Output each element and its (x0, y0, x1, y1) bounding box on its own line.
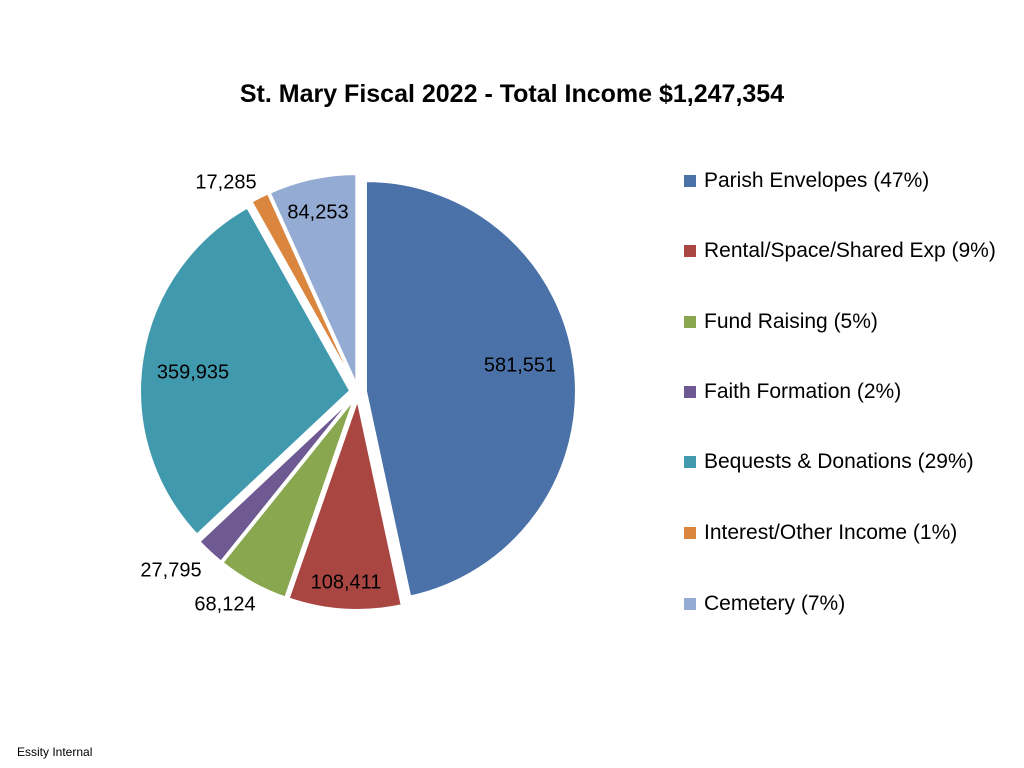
legend-label: Fund Raising (5%) (704, 310, 878, 333)
data-label-rental: 108,411 (311, 571, 382, 593)
legend-swatch (684, 316, 696, 328)
legend: Parish Envelopes (47%) Rental/Space/Shar… (684, 0, 1004, 768)
legend-swatch (684, 386, 696, 398)
legend-label: Interest/Other Income (1%) (704, 521, 958, 544)
pie-slice-parish-envelopes (364, 180, 577, 598)
data-label-interest: 17,285 (195, 171, 256, 193)
legend-label: Parish Envelopes (47%) (704, 169, 930, 192)
chart-title: St. Mary Fiscal 2022 - Total Income $1,2… (239, 80, 785, 108)
data-label-faith-formation: 27,795 (140, 559, 201, 581)
data-label-cemetery: 84,253 (287, 201, 348, 223)
legend-label: Faith Formation (2%) (704, 380, 902, 403)
legend-swatch (684, 598, 696, 610)
pie-slice-bequests (139, 206, 352, 536)
pie-slice-fund-raising (221, 398, 356, 599)
pie-slice-faith-formation (198, 397, 354, 563)
pie-slice-rental (287, 396, 403, 611)
footer-classification: Essity Internal (17, 745, 93, 759)
legend-swatch (684, 456, 696, 468)
pie-slice-interest (250, 192, 356, 386)
legend-label: Cemetery (7%) (704, 592, 846, 615)
legend-label: Rental/Space/Shared Exp (9%) (704, 239, 996, 262)
legend-swatch (684, 527, 696, 539)
pie-slice-cemetery (268, 173, 358, 385)
legend-swatch (684, 245, 696, 257)
data-label-fund-raising: 68,124 (194, 593, 255, 615)
legend-label: Bequests & Donations (29%) (704, 450, 974, 473)
data-label-bequests: 359,935 (157, 361, 229, 383)
legend-swatch (684, 175, 696, 187)
data-label-parish-envelopes: 581,551 (484, 354, 556, 376)
